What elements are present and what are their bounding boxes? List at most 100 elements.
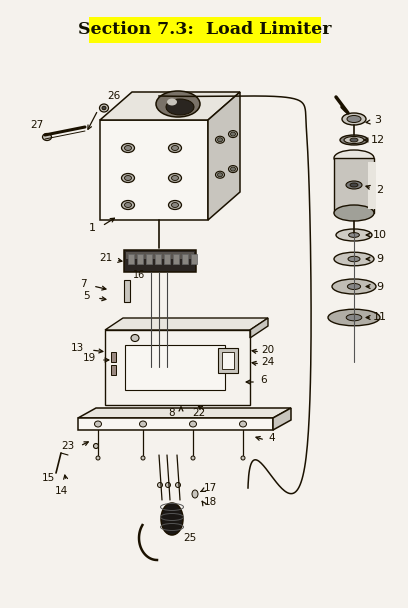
Ellipse shape — [346, 181, 362, 189]
Text: 10: 10 — [373, 230, 387, 240]
Ellipse shape — [157, 483, 162, 488]
Bar — [126, 252, 194, 259]
Text: Section 7.3:  Load Limiter: Section 7.3: Load Limiter — [78, 21, 332, 38]
Text: 5: 5 — [84, 291, 90, 301]
Ellipse shape — [342, 113, 366, 125]
Ellipse shape — [122, 143, 135, 153]
Ellipse shape — [124, 176, 131, 181]
Text: 3: 3 — [375, 115, 381, 125]
Text: 1: 1 — [89, 223, 95, 233]
Bar — [164, 254, 170, 264]
Bar — [191, 254, 197, 264]
Ellipse shape — [189, 421, 197, 427]
Ellipse shape — [350, 183, 358, 187]
Ellipse shape — [217, 138, 222, 142]
Text: 7: 7 — [80, 279, 86, 289]
Polygon shape — [105, 318, 268, 330]
Ellipse shape — [348, 233, 359, 237]
Ellipse shape — [336, 229, 372, 241]
Ellipse shape — [131, 334, 139, 342]
Bar — [182, 254, 188, 264]
Ellipse shape — [334, 150, 374, 166]
Ellipse shape — [334, 205, 374, 221]
Bar — [111, 365, 116, 375]
Ellipse shape — [347, 283, 361, 289]
Text: 14: 14 — [54, 486, 68, 496]
Ellipse shape — [175, 483, 180, 488]
Ellipse shape — [169, 143, 182, 153]
Polygon shape — [250, 318, 268, 338]
Ellipse shape — [100, 104, 109, 112]
Bar — [78, 418, 273, 430]
Ellipse shape — [328, 309, 380, 326]
Ellipse shape — [167, 98, 177, 106]
Ellipse shape — [241, 456, 245, 460]
Ellipse shape — [228, 131, 237, 137]
Text: 9: 9 — [377, 254, 384, 264]
Bar — [137, 254, 143, 264]
Ellipse shape — [239, 421, 246, 427]
Ellipse shape — [344, 137, 364, 143]
Text: 4: 4 — [269, 433, 275, 443]
Polygon shape — [78, 408, 291, 418]
Text: 25: 25 — [183, 533, 197, 543]
Text: 12: 12 — [371, 135, 385, 145]
Ellipse shape — [141, 456, 145, 460]
Ellipse shape — [166, 99, 194, 115]
Ellipse shape — [347, 116, 361, 122]
Text: 9: 9 — [377, 282, 384, 291]
Polygon shape — [100, 92, 240, 120]
Ellipse shape — [171, 176, 179, 181]
Bar — [173, 254, 179, 264]
Ellipse shape — [231, 132, 235, 136]
Ellipse shape — [93, 443, 98, 449]
Ellipse shape — [169, 173, 182, 182]
Ellipse shape — [215, 171, 224, 178]
Polygon shape — [273, 408, 291, 430]
Bar — [334, 158, 374, 213]
Text: 18: 18 — [203, 497, 217, 507]
Text: 6: 6 — [261, 375, 267, 385]
Ellipse shape — [332, 279, 376, 294]
Ellipse shape — [191, 456, 195, 460]
Text: 8: 8 — [169, 408, 175, 418]
Ellipse shape — [348, 257, 360, 261]
Bar — [128, 254, 134, 264]
Text: 26: 26 — [107, 91, 121, 101]
Text: 19: 19 — [82, 353, 95, 363]
Text: 13: 13 — [70, 343, 84, 353]
Ellipse shape — [95, 421, 102, 427]
Ellipse shape — [171, 145, 179, 151]
Text: 2: 2 — [377, 185, 384, 195]
Ellipse shape — [161, 503, 183, 535]
Ellipse shape — [140, 421, 146, 427]
Ellipse shape — [169, 201, 182, 210]
Text: 24: 24 — [262, 357, 275, 367]
Ellipse shape — [122, 201, 135, 210]
FancyBboxPatch shape — [89, 17, 321, 43]
Ellipse shape — [96, 456, 100, 460]
Bar — [155, 254, 161, 264]
Text: 20: 20 — [262, 345, 275, 355]
Polygon shape — [100, 120, 208, 220]
Ellipse shape — [192, 490, 198, 498]
Text: 22: 22 — [193, 408, 206, 418]
Bar — [218, 348, 238, 373]
Ellipse shape — [42, 134, 51, 140]
Text: 17: 17 — [203, 483, 217, 493]
Bar — [222, 352, 234, 369]
Text: 27: 27 — [30, 120, 44, 130]
Text: 21: 21 — [100, 253, 113, 263]
Text: 23: 23 — [61, 441, 75, 451]
Bar — [124, 250, 196, 272]
Text: 15: 15 — [41, 473, 55, 483]
Text: 11: 11 — [373, 313, 387, 322]
Bar — [111, 352, 116, 362]
Ellipse shape — [171, 202, 179, 207]
Polygon shape — [208, 92, 240, 220]
Ellipse shape — [215, 136, 224, 143]
Ellipse shape — [124, 202, 131, 207]
Ellipse shape — [350, 138, 358, 142]
Bar — [368, 162, 376, 209]
Ellipse shape — [228, 165, 237, 173]
